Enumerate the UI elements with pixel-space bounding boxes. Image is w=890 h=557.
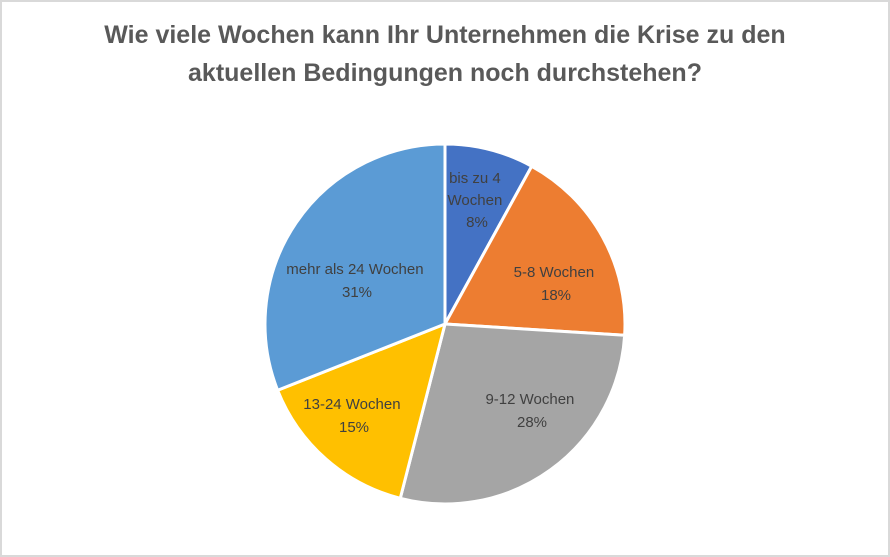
chart-title-line-1: Wie viele Wochen kann Ihr Unternehmen di… xyxy=(104,21,786,49)
pie-slice-13-24-wochen xyxy=(276,322,447,500)
pie-slice-5-8-wochen xyxy=(443,164,627,337)
chart-title-line-2: aktuellen Bedingungen noch durchstehen? xyxy=(188,59,702,87)
pie-slice-bis-zu-4-wochen xyxy=(443,142,534,326)
slice-label-mehr-als-24-wochen: mehr als 24 Wochen 31% xyxy=(286,261,427,301)
pie-slice-mehr-als-24-wochen xyxy=(263,142,447,392)
slice-label-9-12-wochen: 9-12 Wochen 28% xyxy=(485,391,578,431)
slice-label-5-8-wochen: 5-8 Wochen 18% xyxy=(514,264,599,304)
slice-label-13-24-wochen: 13-24 Wochen 15% xyxy=(303,396,404,436)
slice-label-bis-zu-4-wochen: bis zu 4 Wochen 8% xyxy=(448,170,507,231)
pie-slices xyxy=(263,142,627,506)
pie-slice-9-12-wochen xyxy=(398,322,627,506)
chart-title: Wie viele Wochen kann Ihr Unternehmen di… xyxy=(0,16,890,92)
